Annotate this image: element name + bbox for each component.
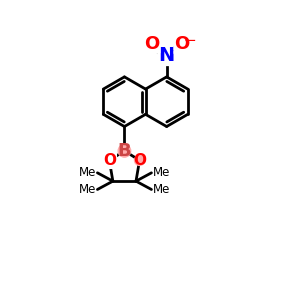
Text: Me: Me [153,183,170,196]
Text: O: O [103,153,116,168]
Text: O: O [133,153,146,168]
Text: O: O [175,35,190,53]
Text: B: B [118,142,131,160]
Text: Me: Me [153,166,170,179]
Text: Me: Me [79,183,96,196]
Text: +: + [169,44,179,57]
Text: N: N [158,46,175,65]
Text: O: O [144,34,159,52]
Circle shape [134,155,145,165]
Text: Me: Me [79,166,96,179]
Text: −: − [184,32,197,47]
Circle shape [118,145,131,157]
